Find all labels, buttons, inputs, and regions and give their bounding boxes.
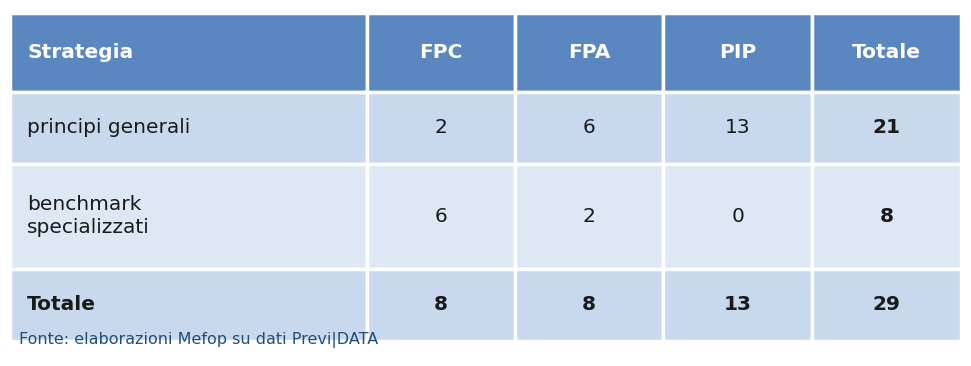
Text: 2: 2: [434, 118, 448, 137]
FancyBboxPatch shape: [515, 13, 663, 92]
Text: FPA: FPA: [568, 43, 611, 61]
Text: principi generali: principi generali: [27, 118, 190, 137]
Text: 21: 21: [873, 118, 900, 137]
FancyBboxPatch shape: [367, 13, 515, 92]
FancyBboxPatch shape: [10, 13, 367, 92]
Text: Totale: Totale: [853, 43, 921, 61]
Text: 13: 13: [723, 295, 752, 314]
FancyBboxPatch shape: [10, 269, 367, 341]
FancyBboxPatch shape: [515, 269, 663, 341]
Text: 2: 2: [583, 207, 595, 225]
Text: Strategia: Strategia: [27, 43, 133, 61]
FancyBboxPatch shape: [812, 92, 961, 164]
FancyBboxPatch shape: [663, 164, 812, 269]
Text: PIP: PIP: [720, 43, 756, 61]
Text: benchmark
specializzati: benchmark specializzati: [27, 195, 150, 238]
Text: Totale: Totale: [27, 295, 96, 314]
FancyBboxPatch shape: [812, 164, 961, 269]
FancyBboxPatch shape: [367, 164, 515, 269]
FancyBboxPatch shape: [663, 269, 812, 341]
FancyBboxPatch shape: [663, 92, 812, 164]
Text: 8: 8: [880, 207, 893, 225]
Text: Fonte: elaborazioni Mefop su dati Previ|DATA: Fonte: elaborazioni Mefop su dati Previ|…: [19, 332, 379, 348]
Text: 8: 8: [434, 295, 448, 314]
FancyBboxPatch shape: [10, 164, 367, 269]
Text: 6: 6: [583, 118, 595, 137]
Text: 8: 8: [583, 295, 596, 314]
FancyBboxPatch shape: [10, 92, 367, 164]
Text: 6: 6: [434, 207, 448, 225]
FancyBboxPatch shape: [515, 92, 663, 164]
FancyBboxPatch shape: [812, 269, 961, 341]
Text: FPC: FPC: [419, 43, 462, 61]
Text: 13: 13: [725, 118, 751, 137]
FancyBboxPatch shape: [367, 269, 515, 341]
FancyBboxPatch shape: [812, 13, 961, 92]
FancyBboxPatch shape: [515, 164, 663, 269]
FancyBboxPatch shape: [367, 92, 515, 164]
FancyBboxPatch shape: [663, 13, 812, 92]
Text: 29: 29: [873, 295, 900, 314]
Text: 0: 0: [731, 207, 744, 225]
